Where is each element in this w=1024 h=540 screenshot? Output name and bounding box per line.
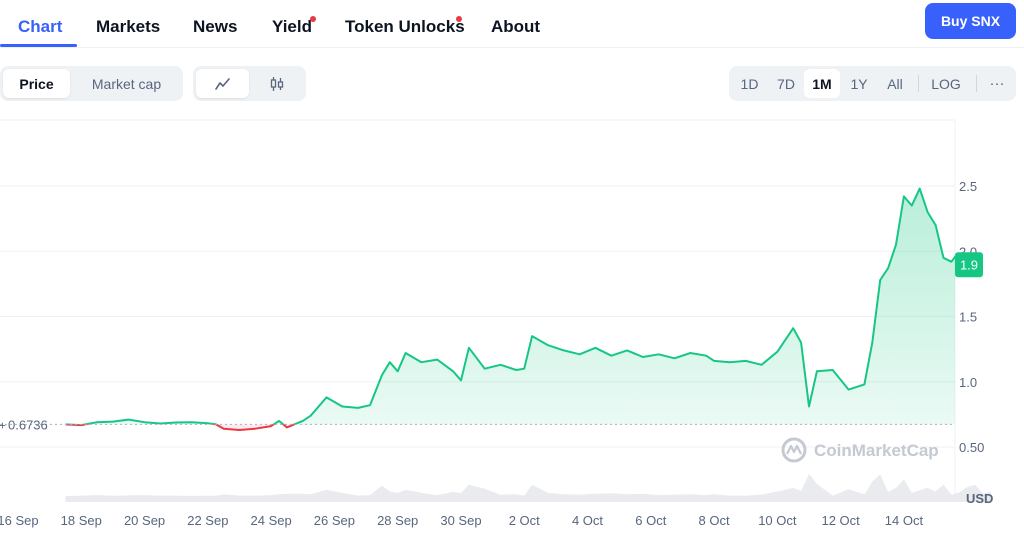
x-tick-label: 22 Sep	[187, 513, 228, 528]
y-tick-label: 1.0	[959, 375, 977, 390]
volume-area	[65, 473, 991, 502]
x-tick-label: 2 Oct	[509, 513, 540, 528]
y-tick-label: 1.5	[959, 310, 977, 325]
chart-type-toggle	[193, 66, 306, 101]
range-selector: 1D 7D 1M 1Y All LOG ···	[729, 66, 1016, 101]
token-unlocks-notification-dot	[456, 16, 462, 22]
tab-markets[interactable]: Markets	[96, 17, 161, 36]
tab-chart[interactable]: Chart	[18, 17, 63, 36]
x-tick-label: 4 Oct	[572, 513, 603, 528]
line-chart-button[interactable]	[196, 69, 249, 98]
x-tick-label: 20 Sep	[124, 513, 165, 528]
range-7d[interactable]: 7D	[777, 75, 795, 92]
price-area-down	[65, 424, 295, 430]
range-divider	[976, 75, 977, 92]
grid-lines	[0, 119, 956, 502]
tab-yield[interactable]: Yield	[272, 17, 312, 36]
metric-toggle: Price Market cap	[0, 66, 183, 101]
svg-text:+: +	[0, 418, 6, 432]
price-area	[65, 188, 955, 430]
x-tick-label: 16 Sep	[0, 513, 39, 528]
more-options-button[interactable]: ···	[989, 75, 1005, 92]
candlestick-icon	[270, 76, 284, 91]
range-1d[interactable]: 1D	[740, 75, 759, 92]
reference-price-label: 0.6736	[8, 417, 48, 432]
tab-news[interactable]: News	[193, 17, 238, 36]
volume-shape	[65, 473, 991, 502]
x-tick-label: 18 Sep	[61, 513, 102, 528]
tab-about[interactable]: About	[491, 17, 541, 36]
price-line-up	[65, 187, 955, 425]
range-1y[interactable]: 1Y	[850, 75, 868, 92]
buy-snx-button[interactable]: Buy SNX	[925, 3, 1016, 39]
active-tab-indicator	[0, 44, 77, 47]
coinmarketcap-watermark: CoinMarketCap	[781, 437, 939, 463]
market-cap-option[interactable]: Market cap	[91, 75, 162, 92]
candlestick-chart-button[interactable]	[251, 69, 303, 98]
current-price-label: 1.9	[960, 257, 978, 272]
range-all[interactable]: All	[887, 75, 903, 92]
currency-label: USD	[966, 491, 993, 506]
x-tick-label: 10 Oct	[758, 513, 797, 528]
x-tick-label: 24 Sep	[251, 513, 292, 528]
yield-notification-dot	[310, 16, 316, 22]
price-area-up	[85, 188, 955, 425]
line-chart-icon	[214, 77, 230, 90]
range-1m[interactable]: 1M	[804, 69, 840, 98]
x-tick-label: 8 Oct	[699, 513, 730, 528]
price-option[interactable]: Price	[3, 69, 70, 98]
y-tick-label: 0.50	[959, 440, 984, 455]
watermark-text: CoinMarketCap	[814, 441, 939, 460]
range-divider	[918, 75, 919, 92]
x-tick-label: 14 Oct	[885, 513, 924, 528]
x-tick-label: 28 Sep	[377, 513, 418, 528]
x-tick-label: 30 Sep	[440, 513, 481, 528]
y-tick-label: 2.5	[959, 179, 977, 194]
x-tick-label: 6 Oct	[635, 513, 666, 528]
price-series	[65, 187, 955, 431]
price-line-down	[65, 424, 298, 431]
top-nav: Chart Markets News Yield Token Unlocks A…	[0, 0, 1024, 48]
tab-token-unlocks[interactable]: Token Unlocks	[345, 17, 465, 36]
log-scale-button[interactable]: LOG	[931, 75, 961, 92]
x-tick-label: 26 Sep	[314, 513, 355, 528]
y-axis: 0.501.01.52.02.5	[959, 179, 984, 455]
x-axis: 16 Sep 18 Sep 20 Sep 22 Sep 24 Sep 26 Sep 28 S…	[0, 513, 923, 528]
current-price-tag: 1.9	[955, 252, 983, 278]
price-chart[interactable]: CoinMarketCap 0.501.01.52.02.5 16 Sep 18 …	[0, 110, 1024, 540]
reference-price-tag: + 0.6736	[0, 417, 48, 432]
x-tick-label: 12 Oct	[821, 513, 860, 528]
